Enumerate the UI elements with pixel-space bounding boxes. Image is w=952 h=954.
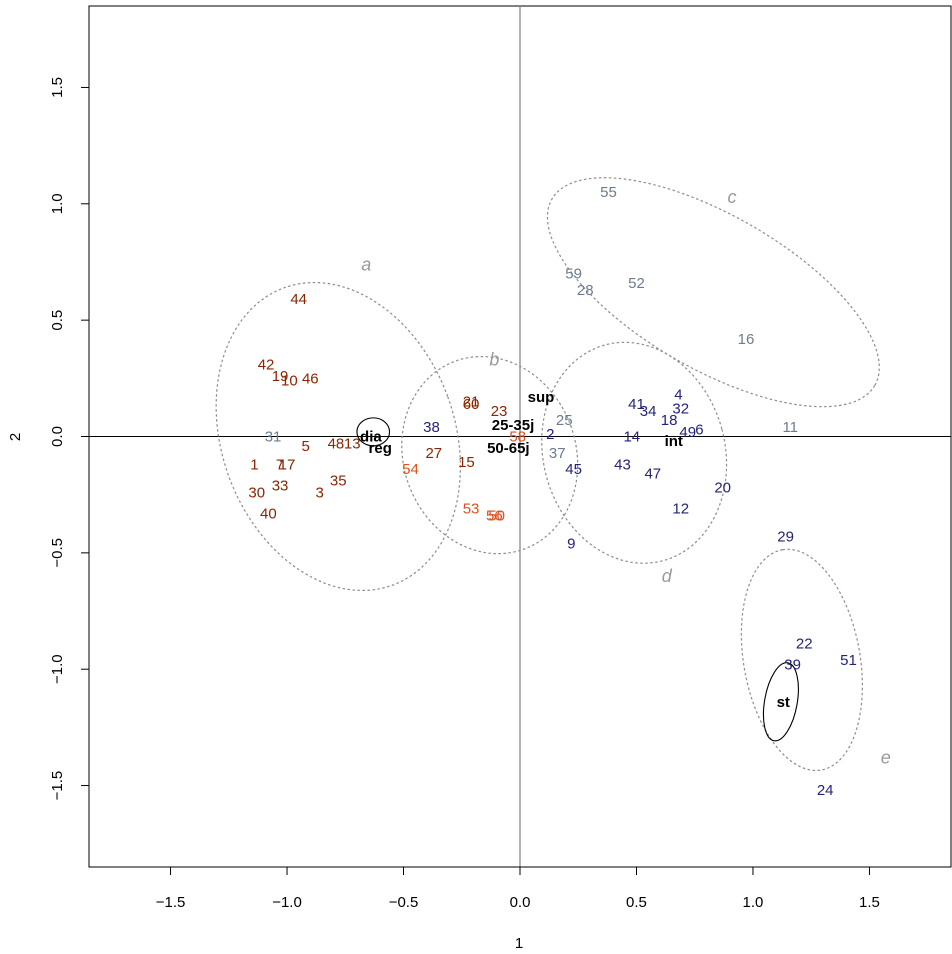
x-tick-label: −1.0	[272, 894, 302, 911]
group-ellipse-b	[401, 355, 579, 555]
point-label-23: 23	[491, 403, 508, 420]
point-label-14: 14	[623, 429, 640, 446]
point-label-58: 58	[509, 429, 526, 446]
y-tick-label: 0.5	[49, 310, 66, 331]
variable-ellipse-1	[356, 417, 391, 447]
point-label-4: 4	[674, 387, 682, 404]
point-label-20: 20	[714, 480, 731, 497]
point-label-52: 52	[628, 275, 645, 292]
point-label-45: 45	[565, 461, 582, 478]
x-axis-title: 1	[515, 935, 523, 952]
point-label-19: 19	[272, 368, 289, 385]
point-label-9: 9	[567, 536, 575, 553]
y-axis: −1.5 −1.0 −0.5 0.0 0.5 1.0 1.5	[49, 77, 90, 801]
point-label-54: 54	[402, 461, 419, 478]
point-label-47: 47	[644, 466, 661, 483]
group-ellipse-c	[546, 177, 880, 408]
variable-label-dia: dia	[360, 429, 382, 446]
point-label-11: 11	[782, 419, 798, 436]
point-label-2: 2	[546, 426, 554, 443]
point-label-28: 28	[577, 282, 594, 299]
point-label-5: 5	[301, 438, 309, 455]
point-label-16: 16	[738, 331, 755, 348]
point-label-27: 27	[425, 445, 442, 462]
group-label-e: e	[881, 748, 891, 768]
point-label-43: 43	[614, 456, 631, 473]
variable-label-reg: reg	[369, 440, 392, 457]
point-label-59: 59	[565, 266, 582, 283]
variable-label-sup: sup	[528, 389, 555, 406]
group-label-d: d	[662, 566, 673, 586]
group-ellipse-e	[740, 548, 863, 772]
point-label-56: 56	[486, 508, 503, 525]
x-tick-label: 0.0	[510, 894, 531, 911]
point-label-44: 44	[290, 291, 307, 308]
group-ellipse-a	[215, 281, 461, 592]
point-label-33: 33	[272, 477, 289, 494]
point-label-49: 49	[679, 424, 696, 441]
group-label-b: b	[489, 350, 499, 370]
point-label-30: 30	[248, 484, 265, 501]
point-label-55: 55	[600, 184, 617, 201]
point-label-6: 6	[695, 422, 703, 439]
group-label-c: c	[728, 187, 737, 207]
point-label-46: 46	[302, 370, 319, 387]
variable-ellipse-2	[762, 662, 799, 742]
point-label-48: 48	[328, 435, 345, 452]
x-axis: −1.5 −1.0 −0.5 0.0 0.5 1.0 1.5	[156, 866, 880, 911]
y-tick-label: −1.5	[49, 771, 66, 801]
point-label-1: 1	[250, 456, 258, 473]
y-tick-label: 0.0	[49, 426, 66, 447]
point-label-32: 32	[672, 401, 689, 418]
point-label-13: 13	[344, 435, 361, 452]
point-label-37: 37	[549, 445, 566, 462]
point-label-22: 22	[796, 636, 813, 653]
variable-label-st: st	[777, 694, 790, 711]
point-label-12: 12	[672, 501, 689, 518]
point-label-29: 29	[777, 529, 794, 546]
point-label-15: 15	[458, 454, 475, 471]
point-label-25: 25	[556, 412, 573, 429]
point-label-53: 53	[463, 501, 480, 518]
point-label-39: 39	[784, 657, 801, 674]
point-label-50: 50	[488, 508, 505, 525]
point-label-24: 24	[817, 782, 834, 799]
y-tick-label: −1.0	[49, 654, 66, 684]
point-label-31: 31	[265, 429, 282, 446]
group-ellipse-d	[541, 341, 728, 564]
x-tick-label: 1.5	[859, 894, 880, 911]
y-axis-title: 2	[7, 433, 24, 441]
point-label-60: 60	[463, 396, 480, 413]
point-label-18: 18	[661, 412, 678, 429]
y-tick-label: 1.0	[49, 193, 66, 214]
point-label-34: 34	[640, 403, 657, 420]
point-label-10: 10	[281, 373, 298, 390]
y-tick-label: 1.5	[49, 77, 66, 98]
reference-lines	[89, 6, 951, 867]
x-tick-label: −1.5	[156, 894, 186, 911]
variable-label-50-65j: 50-65j	[487, 440, 530, 457]
point-label-41: 41	[628, 396, 645, 413]
point-label-38: 38	[423, 419, 440, 436]
point-label-17: 17	[279, 456, 296, 473]
point-label-35: 35	[330, 473, 347, 490]
point-label-42: 42	[258, 356, 275, 373]
variable-label-int: int	[665, 433, 683, 450]
variable-label-25-35j: 25-35j	[492, 417, 535, 434]
y-tick-label: −0.5	[49, 538, 66, 568]
x-tick-label: 1.0	[743, 894, 764, 911]
point-label-7: 7	[276, 456, 284, 473]
point-label-21: 21	[463, 394, 480, 411]
group-label-a: a	[361, 254, 371, 274]
x-tick-label: 0.5	[626, 894, 647, 911]
point-label-40: 40	[260, 505, 277, 522]
point-label-51: 51	[840, 652, 857, 669]
variable-ellipses	[356, 417, 799, 742]
x-tick-label: −0.5	[389, 894, 419, 911]
point-label-3: 3	[315, 484, 323, 501]
